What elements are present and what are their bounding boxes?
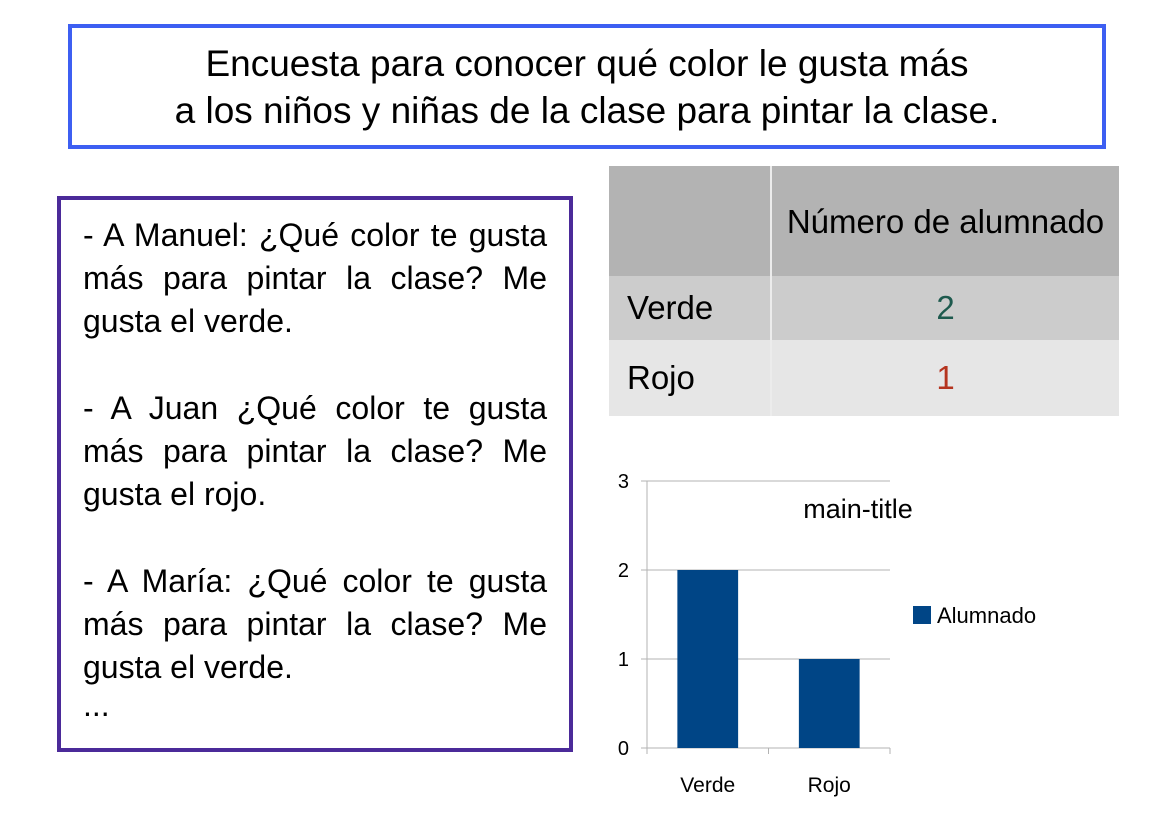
y-tick-label: 1 bbox=[618, 649, 629, 671]
table-row-label: Rojo bbox=[609, 340, 772, 416]
x-tick-label: Verde bbox=[680, 774, 735, 797]
table-row-value-verde: 2 bbox=[771, 276, 1119, 340]
chart-title: main-title bbox=[803, 494, 913, 524]
y-tick-label: 3 bbox=[618, 471, 629, 493]
bar-rojo bbox=[798, 659, 860, 748]
title-line-1: Encuesta para conocer qué color le gusta… bbox=[205, 42, 969, 84]
y-tick-label: 0 bbox=[618, 738, 629, 760]
dialogue-ellipsis: ... bbox=[83, 687, 110, 723]
dialogue-item-juan: - A Juan ¿Qué color te gusta más para pi… bbox=[83, 390, 547, 512]
table-header-empty-cell bbox=[609, 166, 772, 276]
table-row-label: Verde bbox=[609, 276, 772, 340]
x-tick-label: Rojo bbox=[808, 774, 851, 797]
y-tick-label: 2 bbox=[618, 560, 629, 582]
title-box: Encuesta para conocer qué color le gusta… bbox=[68, 24, 1106, 149]
dialogue-item-maria: - A María: ¿Qué color te gusta más para … bbox=[83, 563, 547, 685]
title-line-2: a los niños y niñas de la clase para pin… bbox=[174, 89, 1000, 131]
dialogue-item-manuel: - A Manuel: ¿Qué color te gusta más para… bbox=[83, 217, 547, 339]
results-table: Número de alumnado Verde 2 Rojo 1 bbox=[609, 166, 1119, 416]
table-row-value-rojo: 1 bbox=[771, 340, 1119, 416]
table-header-row: Número de alumnado bbox=[609, 166, 1119, 276]
dialogue-box: - A Manuel: ¿Qué color te gusta más para… bbox=[57, 196, 573, 752]
legend-swatch bbox=[913, 606, 931, 624]
bar-verde bbox=[677, 570, 739, 748]
bar-chart: 0 1 2 3 Verde Rojo main-title Alumnado bbox=[618, 471, 1036, 797]
table-row: Rojo 1 bbox=[609, 340, 1119, 416]
legend-label: Alumnado bbox=[937, 603, 1036, 628]
table-row: Verde 2 bbox=[609, 276, 1119, 340]
table-header-count: Número de alumnado bbox=[771, 166, 1119, 276]
